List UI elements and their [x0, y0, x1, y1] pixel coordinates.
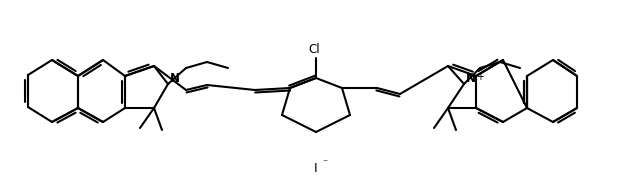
Text: Cl: Cl	[308, 43, 320, 56]
Text: ⁻: ⁻	[322, 158, 327, 168]
Text: I: I	[314, 161, 318, 174]
Text: +: +	[476, 72, 484, 82]
Text: N: N	[170, 71, 180, 84]
Text: N: N	[466, 71, 476, 84]
